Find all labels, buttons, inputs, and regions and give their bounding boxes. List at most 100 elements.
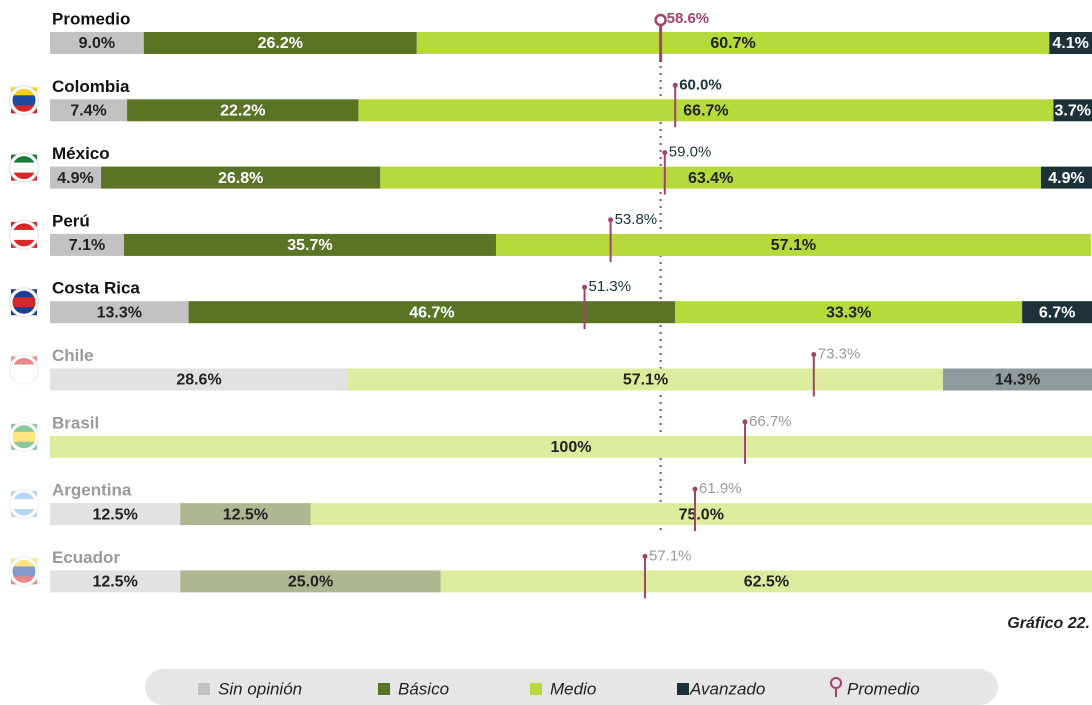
flag: [9, 354, 39, 385]
flag-outline: [9, 489, 39, 520]
value-label: 75.0%: [679, 506, 724, 523]
flag-stripe: [11, 423, 37, 432]
bar-segment: [123, 233, 496, 256]
bar-segment: [495, 233, 1091, 256]
marker-label: 58.6%: [667, 10, 710, 27]
bar-segment: [50, 233, 124, 256]
bar-segment: [1040, 166, 1092, 189]
value-label: 62.5%: [744, 574, 789, 591]
bar-segment: [348, 368, 943, 391]
marker-label: 73.3%: [818, 345, 861, 362]
value-label: 26.8%: [218, 170, 263, 187]
flag-stripe: [11, 356, 37, 365]
flag-stripe: [11, 558, 37, 567]
legend-label: Sin opinión: [218, 679, 302, 698]
flag-rim: [9, 287, 39, 317]
bar-segment: [440, 570, 1092, 593]
bar-segment: [50, 166, 102, 189]
flag-stripe: [11, 172, 37, 181]
flag-outline: [9, 219, 39, 250]
bar-segment: [143, 32, 417, 54]
flag: [9, 85, 39, 116]
flag-outline: [9, 85, 39, 116]
flag: [9, 556, 39, 587]
flag-stripe: [11, 221, 37, 230]
marker-label: 53.8%: [615, 211, 658, 228]
bar-segment: [50, 301, 189, 324]
flag-outline: [9, 421, 39, 452]
value-label: 33.3%: [826, 304, 871, 321]
flag-stripe: [11, 576, 37, 585]
flag-rim: [9, 220, 39, 250]
flag: [9, 152, 39, 183]
value-label: 13.3%: [97, 304, 142, 321]
flag-outline: [9, 287, 39, 318]
marker-label: 57.1%: [649, 547, 692, 564]
flag-stripe: [11, 307, 37, 316]
marker-label: 59.0%: [669, 144, 712, 161]
legend-swatch: [677, 683, 689, 695]
value-label: 14.3%: [995, 372, 1040, 389]
marker-head: [582, 284, 588, 290]
marker-label: 60.0%: [679, 76, 722, 93]
flag: [9, 421, 39, 452]
flag-outline: [9, 556, 39, 587]
bar-segment: [416, 32, 1050, 54]
flag: [9, 489, 39, 520]
value-label: 22.2%: [220, 103, 265, 120]
value-label: 60.7%: [710, 35, 755, 52]
value-label: 57.1%: [771, 237, 816, 254]
legend-swatch: [530, 683, 542, 695]
value-label: 7.4%: [70, 103, 106, 120]
value-label: 35.7%: [287, 237, 332, 254]
category-label: Promedio: [52, 9, 130, 28]
category-label: Costa Rica: [52, 279, 140, 298]
bar-segment: [50, 32, 144, 54]
marker-head: [742, 419, 748, 425]
category-label: Argentina: [52, 481, 132, 500]
value-label: 3.7%: [1054, 103, 1090, 120]
value-label: 28.6%: [176, 372, 221, 389]
value-label: 7.1%: [69, 237, 105, 254]
flag-stripe: [11, 105, 37, 114]
annotation: Gráfico 22.: [1007, 615, 1090, 632]
value-label: 66.7%: [683, 103, 728, 120]
marker-head: [654, 13, 667, 27]
category-label: Brasil: [52, 413, 99, 432]
category-label: Chile: [52, 346, 94, 365]
flag-outline: [9, 354, 39, 385]
flag-stripe: [11, 87, 37, 96]
value-label: 26.2%: [258, 35, 303, 52]
bar-segment: [180, 570, 441, 593]
flag-rim: [9, 85, 39, 115]
bar-segment: [101, 166, 381, 189]
bar-segment: [180, 503, 311, 526]
value-label: 12.5%: [92, 574, 137, 591]
marker-head: [692, 486, 698, 492]
legend-label: Promedio: [847, 679, 920, 698]
bar-segment: [1049, 32, 1092, 54]
flag: [9, 219, 39, 250]
marker-label: 66.7%: [749, 413, 792, 430]
bar-segment: [1022, 301, 1092, 324]
value-label: 100%: [551, 439, 592, 456]
value-label: 4.9%: [1048, 170, 1084, 187]
legend-label: Avanzado: [689, 679, 765, 698]
flag-outline: [9, 152, 39, 183]
value-label: 4.1%: [1052, 35, 1088, 52]
bar-segment: [1053, 99, 1092, 122]
value-label: 57.1%: [623, 372, 668, 389]
value-label: 9.0%: [79, 35, 115, 52]
bar-segment: [310, 503, 1092, 526]
bar-segment: [50, 435, 1092, 458]
flag-stripe: [11, 441, 37, 450]
legend-background: [145, 669, 998, 705]
bar-segment: [675, 301, 1023, 324]
marker-head: [672, 82, 678, 88]
legend-swatch: [378, 683, 390, 695]
flag-rim: [9, 153, 39, 183]
category-label: Ecuador: [52, 548, 120, 567]
legend-label: Básico: [398, 679, 449, 698]
flag-stripe: [11, 289, 37, 298]
